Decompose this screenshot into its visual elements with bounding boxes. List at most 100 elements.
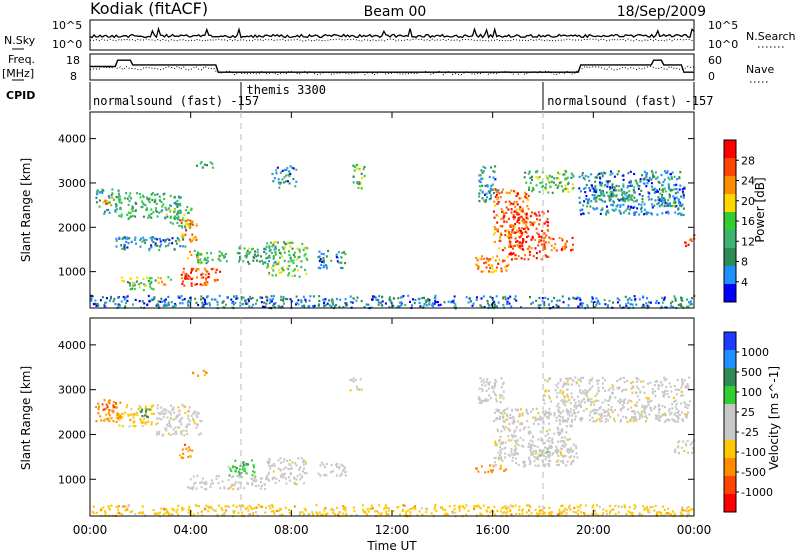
power-cell [587, 211, 590, 215]
power-cell [481, 197, 484, 200]
velocity-cell [563, 399, 566, 402]
power-cell [117, 189, 120, 192]
power-cell [176, 213, 178, 216]
velocity-cell [617, 400, 620, 403]
velocity-cell [581, 417, 583, 420]
velocity-cell [654, 504, 657, 508]
velocity-cell [530, 410, 533, 413]
power-cell [250, 306, 253, 309]
power-cell [647, 305, 650, 309]
power-cell [624, 209, 627, 212]
velocity-cell [612, 388, 615, 391]
velocity-cell [370, 507, 373, 510]
velocity-cell [598, 413, 601, 416]
power-cell [606, 306, 609, 309]
power-cell [174, 303, 177, 306]
velocity-cell [499, 435, 502, 438]
power-cell [546, 255, 549, 258]
power-cell [118, 214, 121, 218]
power-cell [248, 262, 251, 265]
power-cell [622, 203, 625, 206]
power-cell [595, 188, 598, 191]
power-cell [200, 276, 203, 279]
velocity-cell [538, 417, 541, 420]
velocity-cell [569, 508, 572, 511]
velocity-cell [484, 471, 487, 474]
power-cell [96, 189, 99, 192]
power-cell [209, 161, 212, 164]
velocity-cell [494, 456, 497, 460]
power-cell [608, 198, 611, 201]
power-cell [421, 296, 424, 300]
velocity-cell [641, 413, 644, 416]
power-cell [246, 250, 249, 253]
velocity-cell [489, 511, 492, 514]
velocity-cell [171, 513, 174, 516]
velocity-cell [565, 377, 568, 380]
velocity-cell [512, 415, 515, 418]
velocity-cell [218, 475, 220, 478]
power-cell [199, 283, 202, 286]
velocity-cell [195, 414, 198, 417]
power-cell [684, 241, 687, 244]
power-cell [225, 303, 227, 306]
velocity-cell [283, 472, 286, 476]
velocity-cell [580, 511, 583, 514]
power-cell [121, 279, 124, 283]
power-cell [504, 234, 507, 237]
power-cell [492, 233, 495, 236]
velocity-cell [510, 433, 513, 437]
velocity-cell [565, 425, 568, 428]
velocity-cell [574, 376, 577, 379]
velocity-cell [581, 399, 584, 402]
power-cell [652, 176, 655, 179]
velocity-cell [153, 512, 156, 515]
velocity-cell [534, 417, 537, 421]
power-cell [591, 184, 593, 187]
power-cell [567, 304, 570, 307]
velocity-cell [527, 442, 530, 445]
power-cell [131, 287, 134, 290]
velocity-cell [574, 404, 577, 407]
power-cell [223, 254, 226, 257]
velocity-cell [647, 400, 650, 404]
velocity-cell [342, 465, 345, 468]
power-cell [201, 166, 204, 169]
power-cell [165, 304, 168, 307]
velocity-cell [242, 461, 245, 464]
velocity-cell [536, 418, 539, 421]
power-cell [550, 244, 553, 247]
velocity-cell [321, 513, 324, 516]
velocity-cell [216, 513, 219, 516]
power-cell [186, 277, 188, 280]
power-cell [153, 296, 156, 299]
power-cell [259, 296, 262, 299]
velocity-cell [515, 440, 517, 443]
velocity-cell [487, 387, 490, 390]
power-cell [239, 304, 242, 307]
power-cell [182, 238, 185, 241]
power-cell [452, 299, 455, 302]
velocity-cell [284, 466, 287, 469]
power-cell [469, 300, 472, 303]
velocity-cell [630, 406, 633, 409]
power-cell [578, 196, 581, 199]
power-cell [123, 248, 126, 251]
power-cell [581, 304, 584, 307]
velocity-cell [544, 446, 547, 449]
velocity-cell [620, 505, 623, 509]
velocity-cell [261, 484, 263, 488]
velocity-cell [502, 512, 505, 515]
power-cell [599, 212, 602, 215]
power-cell [184, 245, 187, 248]
velocity-cell [183, 434, 186, 437]
velocity-cell [504, 426, 507, 429]
power-cell [519, 216, 522, 219]
power-cell [303, 306, 306, 309]
velocity-cell [641, 404, 644, 407]
power-cell [531, 186, 534, 190]
power-cell [129, 288, 132, 291]
power-cell [180, 224, 183, 228]
velocity-cell [671, 418, 674, 421]
power-cell [325, 267, 328, 270]
